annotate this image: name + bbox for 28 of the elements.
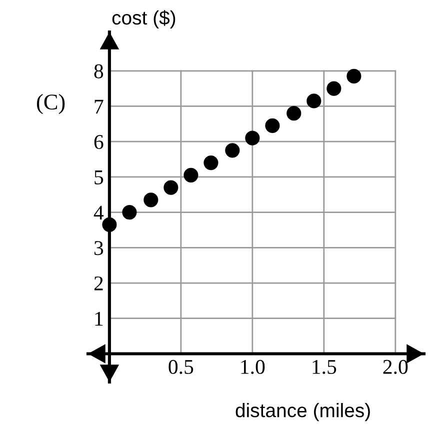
y-tick-label: 4 bbox=[94, 206, 104, 220]
x-tick-label: 0.5 bbox=[168, 360, 194, 374]
point bbox=[102, 217, 117, 232]
point bbox=[346, 68, 362, 84]
x-tick-label: 1.5 bbox=[312, 360, 336, 374]
point bbox=[184, 168, 198, 182]
x-tick-label: 2.0 bbox=[383, 360, 408, 374]
y-tick-label: 6 bbox=[94, 135, 104, 150]
point bbox=[122, 205, 137, 220]
point bbox=[225, 143, 240, 158]
y-tick-label: 3 bbox=[94, 241, 104, 256]
y-axis-title: cost ($) bbox=[112, 10, 176, 28]
point bbox=[144, 192, 158, 208]
point bbox=[164, 180, 178, 195]
y-tick-label: 1 bbox=[95, 312, 103, 326]
y-tick-label: 5 bbox=[94, 170, 104, 184]
point bbox=[245, 130, 260, 146]
text: (C) bbox=[36, 94, 65, 114]
y-tick-label: 2 bbox=[94, 276, 103, 290]
y-tick-label: 8 bbox=[94, 64, 104, 78]
point bbox=[306, 94, 322, 108]
point bbox=[265, 118, 280, 133]
point bbox=[204, 156, 218, 170]
x-tick-label: 1.0 bbox=[241, 360, 265, 374]
x-axis-title: distance (miles) bbox=[236, 403, 370, 422]
y-tick-label: 7 bbox=[94, 100, 104, 114]
point bbox=[286, 106, 302, 121]
point bbox=[326, 81, 342, 96]
